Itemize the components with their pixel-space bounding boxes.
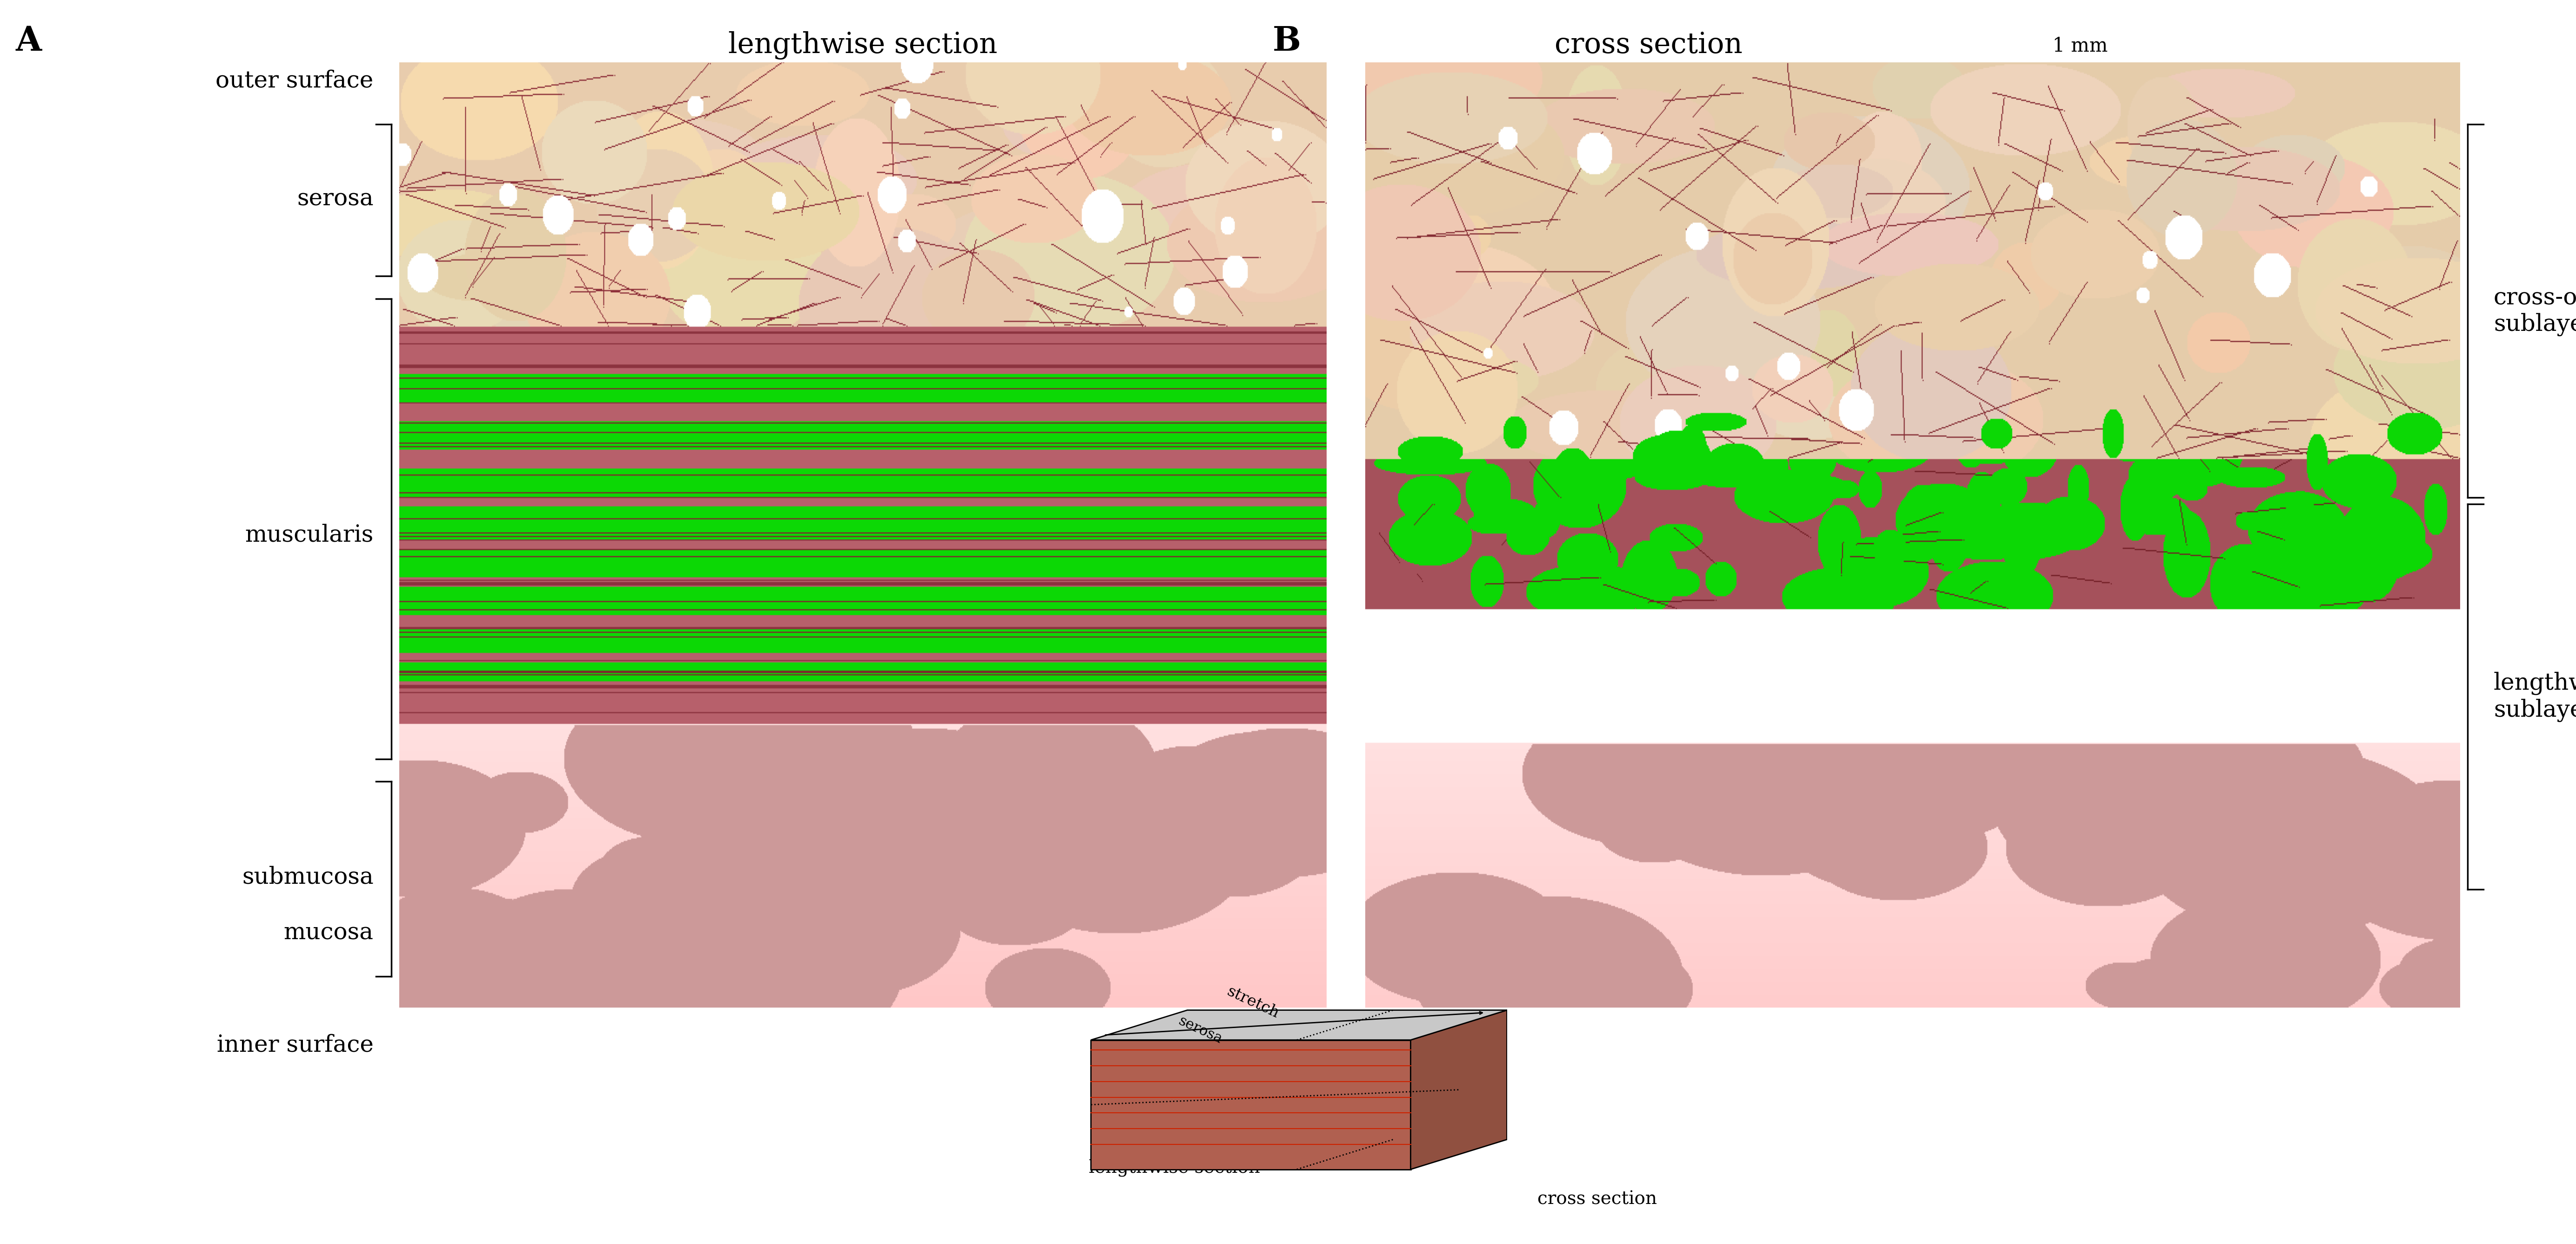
- Text: inner surface: inner surface: [216, 1034, 374, 1056]
- Text: muscularis: muscularis: [245, 524, 374, 546]
- Polygon shape: [1412, 1010, 1507, 1169]
- Text: outer surface: outer surface: [216, 70, 374, 92]
- Text: lengthwise-oriented
sublayer: lengthwise-oriented sublayer: [2494, 672, 2576, 722]
- Text: serosa: serosa: [296, 188, 374, 210]
- Text: B: B: [1273, 25, 1301, 58]
- Text: mucosa: mucosa: [283, 922, 374, 944]
- Text: stretch: stretch: [1224, 984, 1280, 1021]
- Polygon shape: [1092, 1010, 1507, 1040]
- Text: submucosa: submucosa: [242, 866, 374, 888]
- Text: cross section: cross section: [1556, 31, 1741, 58]
- Text: lengthwise section: lengthwise section: [1090, 1159, 1260, 1177]
- Text: A: A: [15, 25, 41, 58]
- Text: 1 mm: 1 mm: [2053, 36, 2107, 56]
- Text: lengthwise section: lengthwise section: [729, 31, 997, 60]
- Text: cross-oriented
sublayer: cross-oriented sublayer: [2494, 286, 2576, 336]
- Text: cross section: cross section: [1538, 1191, 1656, 1208]
- Text: serosa: serosa: [1177, 1014, 1224, 1046]
- Polygon shape: [1092, 1040, 1412, 1169]
